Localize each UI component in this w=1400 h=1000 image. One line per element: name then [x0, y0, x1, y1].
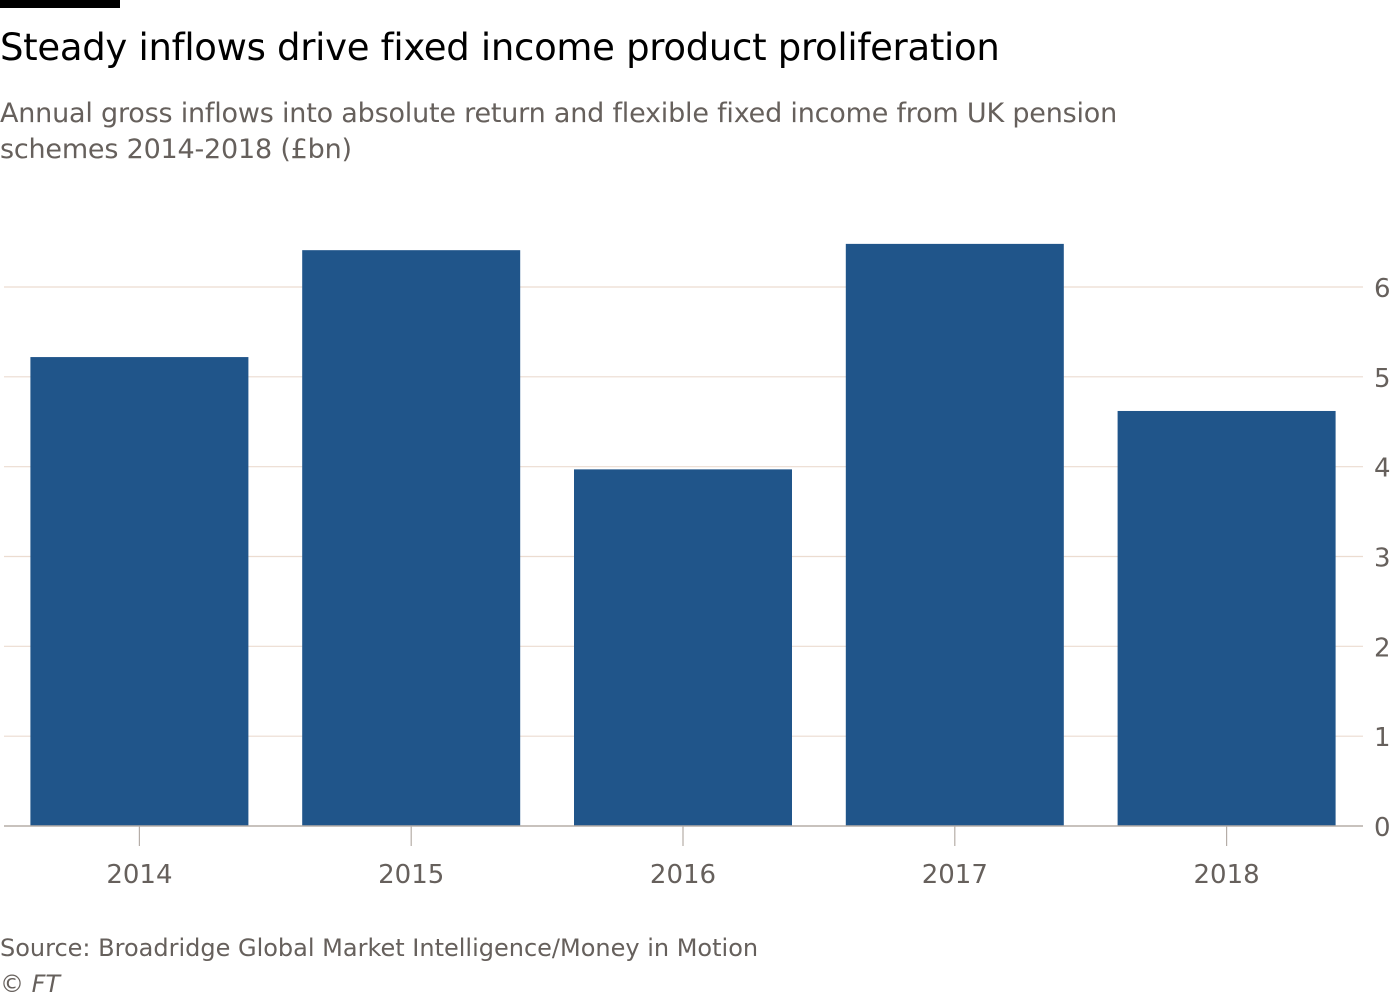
chart-subtitle: Annual gross inflows into absolute retur… [0, 98, 1118, 165]
chart-title: Steady inflows drive fixed income produc… [0, 26, 1000, 69]
y-tick-label: 5 [1374, 364, 1391, 394]
source-note: Source: Broadridge Global Market Intelli… [0, 934, 759, 962]
y-tick-label: 3 [1374, 544, 1391, 574]
y-tick-label: 1 [1374, 723, 1391, 753]
y-tick-label: 0 [1374, 813, 1391, 843]
y-tick-label: 4 [1374, 454, 1391, 484]
y-tick-label: 6 [1374, 274, 1391, 304]
x-tick-label: 2014 [106, 860, 172, 890]
x-tick-label: 2018 [1194, 860, 1260, 890]
bar-2016 [574, 469, 792, 826]
bar-2015 [302, 250, 521, 826]
x-tick-label: 2017 [922, 860, 988, 890]
x-tick-label: 2016 [650, 860, 716, 890]
bar-2014 [30, 357, 249, 826]
x-tick-label: 2015 [378, 860, 444, 890]
bar-2018 [1117, 410, 1336, 826]
bar-2017 [845, 243, 1064, 826]
ft-top-bar [0, 0, 120, 8]
y-tick-label: 2 [1374, 633, 1391, 663]
copyright: © FT [0, 970, 61, 998]
